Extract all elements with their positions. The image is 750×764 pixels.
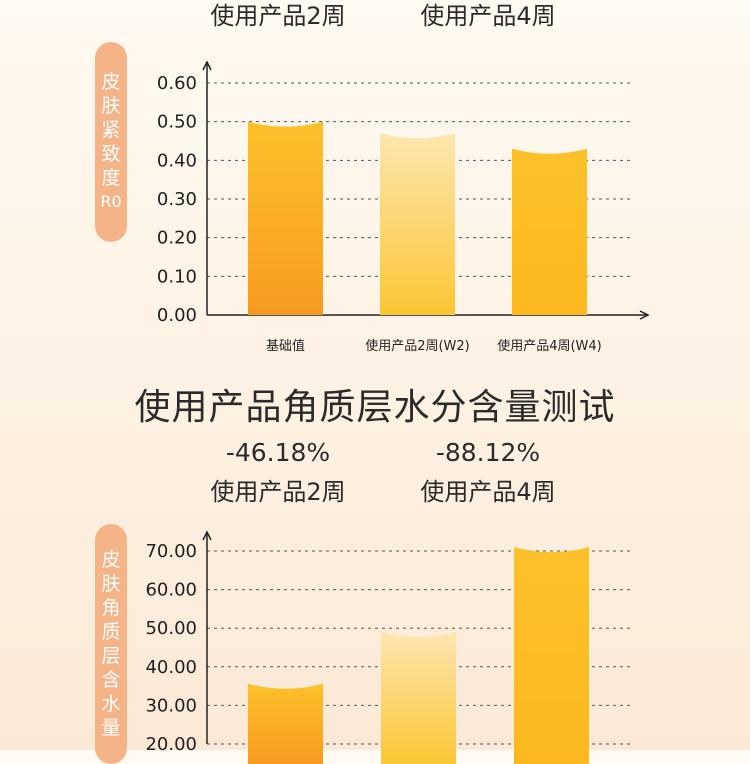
y-tick-label: 60.00 bbox=[145, 580, 197, 601]
chart2-ylabel-pill: 皮 肤 角 质 层 含 水 量 bbox=[95, 524, 127, 764]
bar bbox=[380, 133, 455, 315]
y-tick-label: 30.00 bbox=[145, 695, 197, 716]
chart2-ylabel-char: 皮 bbox=[101, 549, 121, 571]
x-category-label: 使用产品4周(W4) bbox=[497, 338, 602, 354]
y-tick-label: 50.00 bbox=[145, 618, 197, 639]
chart2-ylabel-char: 层 bbox=[101, 645, 121, 667]
chart2-ylabel-char: 水 bbox=[101, 693, 121, 715]
bar bbox=[514, 547, 589, 764]
chart2-ylabel-char: 量 bbox=[101, 717, 121, 739]
y-tick-label: 0.60 bbox=[157, 73, 197, 94]
bar bbox=[248, 683, 323, 764]
y-tick-label: 0.00 bbox=[157, 305, 197, 326]
y-tick-label: 0.40 bbox=[157, 150, 197, 171]
chart1-ylabel-char: 肤 bbox=[101, 95, 121, 117]
y-axis-arrow bbox=[202, 60, 212, 71]
y-tick-label: 40.00 bbox=[145, 657, 197, 678]
chart1-ylabel-char: 致 bbox=[101, 143, 121, 165]
y-tick-label: 0.50 bbox=[157, 112, 197, 133]
chart1-ylabel-char: 皮 bbox=[101, 71, 121, 93]
section-title: 使用产品角质层水分含量测试 bbox=[134, 387, 616, 428]
chart2-ylabel-char: 含 bbox=[101, 669, 121, 691]
x-category-label: 使用产品2周(W2) bbox=[365, 338, 470, 354]
chart2-ylabel-char: 角 bbox=[101, 597, 121, 619]
top-caption-w2: 使用产品2周 bbox=[210, 2, 346, 30]
stat-value-w4: -88.12% bbox=[435, 438, 541, 467]
stat-label-w2: 使用产品2周 bbox=[210, 478, 346, 506]
y-tick-label: 0.20 bbox=[157, 228, 197, 249]
top-caption-w4: 使用产品4周 bbox=[420, 2, 556, 30]
chart1-ylabel-pill: 皮 肤 紧 致 度 R0 bbox=[95, 42, 127, 242]
y-axis-arrow bbox=[202, 530, 212, 541]
y-tick-label: 70.00 bbox=[145, 541, 197, 562]
stat-label-w4: 使用产品4周 bbox=[420, 478, 556, 506]
chart2-ylabel-char: 质 bbox=[101, 621, 121, 643]
bar bbox=[248, 121, 323, 316]
chart1-ylabel-char: R0 bbox=[100, 192, 122, 211]
chart1-svg: 0.60 0.50 0.40 0.30 0.20 0.10 0.00 基础值 使用产品2周(W2… bbox=[157, 60, 650, 354]
x-axis-arrow bbox=[639, 310, 650, 320]
bar bbox=[381, 632, 456, 764]
bar bbox=[512, 148, 587, 315]
stat-value-w2: -46.18% bbox=[225, 438, 331, 467]
y-tick-label: 0.30 bbox=[157, 189, 197, 210]
chart1-ylabel-char: 紧 bbox=[101, 119, 121, 141]
y-tick-label: 20.00 bbox=[145, 734, 197, 755]
y-tick-label: 0.10 bbox=[157, 266, 197, 287]
chart1-ylabel-char: 度 bbox=[101, 167, 121, 189]
x-category-label: 基础值 bbox=[266, 338, 305, 354]
chart2-ylabel-char: 肤 bbox=[101, 573, 121, 595]
